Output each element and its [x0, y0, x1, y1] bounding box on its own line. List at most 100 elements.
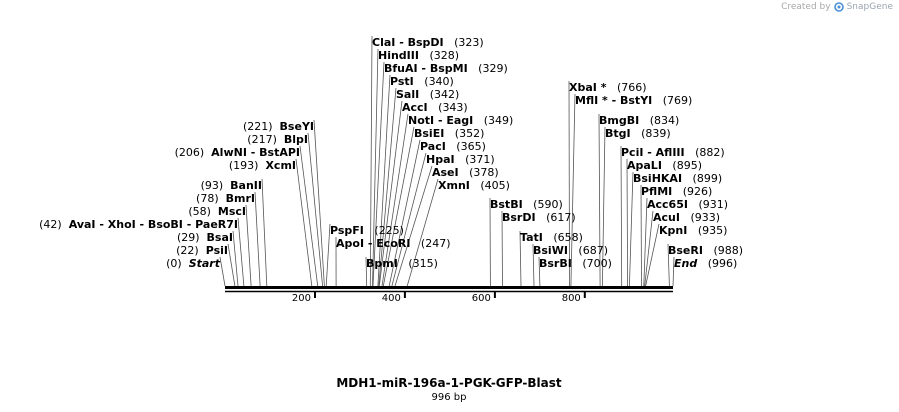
enzyme-site-label[interactable]: PspFI (225) — [330, 224, 404, 237]
leader-line — [307, 132, 323, 287]
enzyme-site-label[interactable]: SalI (342) — [396, 88, 459, 101]
enzyme-site-label[interactable]: (78) BmrI — [196, 192, 255, 205]
enzyme-site-label[interactable]: BsrDI (617) — [502, 211, 576, 224]
leader-line — [299, 145, 319, 287]
enzyme-site-label[interactable]: BsiEI (352) — [414, 127, 484, 140]
site-position: (29) — [177, 231, 207, 244]
leader-line — [644, 210, 654, 287]
enzyme-site-label[interactable]: KpnI (935) — [659, 224, 727, 237]
enzyme-site-label[interactable]: BtgI (839) — [605, 127, 671, 140]
enzyme-site-label[interactable]: BmgBI (834) — [599, 114, 679, 127]
leader-line — [377, 74, 391, 287]
tick-label: 200 — [292, 293, 311, 304]
leader-line — [227, 243, 236, 287]
enzyme-site-label[interactable]: TatI (658) — [520, 231, 583, 244]
enzyme-site-label[interactable]: (0) Start — [166, 257, 221, 270]
sequence-backbone — [225, 286, 673, 293]
leader-line — [629, 171, 634, 287]
enzyme-site-label[interactable]: (221) BseYI — [243, 120, 314, 133]
site-position: (0) — [166, 257, 189, 270]
enzyme-site-label[interactable]: XbaI * (766) — [569, 81, 647, 94]
site-position: (42) — [39, 218, 69, 231]
map-title: MDH1-miR-196a-1-PGK-GFP-Blast — [336, 376, 562, 390]
leader-line — [672, 256, 675, 287]
enzyme-site-label[interactable]: (42) AvaI - XhoI - BsoBI - PaeR7I — [39, 218, 238, 231]
enzyme-site-label[interactable]: (58) MscI — [188, 205, 246, 218]
leader-line — [391, 152, 427, 287]
enzyme-site-label[interactable]: BseRI (988) — [668, 244, 743, 257]
tick-mark — [314, 292, 316, 298]
enzyme-site-label[interactable]: (206) AlwNI - BstAPI — [175, 146, 300, 159]
enzyme-name: NotI - EagI — [408, 114, 473, 127]
enzyme-name: PflMI — [641, 185, 672, 198]
enzyme-site-label[interactable]: PstI (340) — [390, 75, 454, 88]
site-position: (22) — [176, 244, 206, 257]
enzyme-site-label[interactable]: (29) BsaI — [177, 231, 233, 244]
enzyme-site-label[interactable]: AcuI (933) — [653, 211, 720, 224]
site-position: (371) — [455, 153, 495, 166]
enzyme-site-label[interactable]: HpaI (371) — [426, 153, 495, 166]
enzyme-site-label[interactable]: PacI (365) — [420, 140, 486, 153]
enzyme-name: PciI - AflIII — [621, 146, 685, 159]
leader-line — [372, 61, 385, 287]
enzyme-site-label[interactable]: BsiHKAI (899) — [633, 172, 722, 185]
site-position: (323) — [444, 36, 484, 49]
site-position: (766) — [606, 81, 646, 94]
enzyme-site-label[interactable]: (217) BlpI — [247, 133, 308, 146]
enzyme-name: BpmI — [366, 257, 398, 270]
enzyme-site-label[interactable]: XmnI (405) — [438, 179, 510, 192]
enzyme-name: KpnI — [659, 224, 687, 237]
enzyme-site-label[interactable]: ApaLI (895) — [627, 159, 702, 172]
enzyme-site-label[interactable]: PciI - AflIII (882) — [621, 146, 725, 159]
enzyme-site-label[interactable]: End (996) — [674, 257, 737, 270]
enzyme-site-label[interactable]: (22) PsiI — [176, 244, 228, 257]
site-position: (93) — [201, 179, 231, 192]
leader-line — [254, 191, 261, 287]
site-position: (78) — [196, 192, 226, 205]
enzyme-site-label[interactable]: AseI (378) — [432, 166, 499, 179]
enzyme-site-label[interactable]: ClaI - BspDI (323) — [372, 36, 484, 49]
enzyme-site-label[interactable]: BsiWI (687) — [533, 244, 608, 257]
tick-label: 600 — [472, 293, 491, 304]
tick-label: 800 — [562, 293, 581, 304]
enzyme-site-label[interactable]: BstBI (590) — [490, 198, 563, 211]
enzyme-site-label[interactable]: BfuAI - BspMI (329) — [384, 62, 508, 75]
enzyme-site-label[interactable]: (193) XcmI — [229, 159, 296, 172]
site-position: (225) — [364, 224, 404, 237]
site-position: (895) — [662, 159, 702, 172]
site-position: (931) — [688, 198, 728, 211]
enzyme-site-label[interactable]: (93) BanII — [201, 179, 262, 192]
leader-line — [620, 145, 623, 287]
leader-line — [394, 165, 433, 287]
enzyme-site-label[interactable]: Acc65I (931) — [647, 198, 728, 211]
enzyme-site-label[interactable]: HindIII (328) — [378, 49, 459, 62]
site-position: (687) — [568, 244, 608, 257]
enzyme-site-label[interactable]: BpmI (315) — [366, 257, 438, 270]
enzyme-site-label[interactable]: MflI * - BstYI (769) — [575, 94, 692, 107]
enzyme-name: TatI — [520, 231, 543, 244]
leader-line — [640, 184, 642, 287]
leader-line — [538, 256, 541, 287]
enzyme-name: BtgI — [605, 127, 631, 140]
enzyme-name: HindIII — [378, 49, 419, 62]
leader-line — [261, 178, 268, 287]
enzyme-name: BsiEI — [414, 127, 444, 140]
site-position: (349) — [473, 114, 513, 127]
leader-line — [295, 158, 313, 287]
enzyme-name: XbaI * — [569, 81, 607, 94]
enzyme-site-label[interactable]: PflMI (926) — [641, 185, 712, 198]
enzyme-name: BseRI — [668, 244, 703, 257]
enzyme-site-label[interactable]: AccI (343) — [402, 101, 468, 114]
enzyme-site-label[interactable]: ApoI - EcoRI (247) — [336, 237, 451, 250]
leader-line — [406, 178, 439, 287]
enzyme-site-label[interactable]: BsrBI (700) — [539, 257, 612, 270]
enzyme-name: Acc65I — [647, 198, 688, 211]
enzyme-name: PsiI — [206, 244, 228, 257]
enzyme-name: BmgBI — [599, 114, 639, 127]
enzyme-name: BsrBI — [539, 257, 572, 270]
leader-line — [325, 223, 331, 287]
enzyme-name: AseI — [432, 166, 459, 179]
enzyme-site-label[interactable]: NotI - EagI (349) — [408, 114, 513, 127]
enzyme-name: MflI * - BstYI — [575, 94, 652, 107]
